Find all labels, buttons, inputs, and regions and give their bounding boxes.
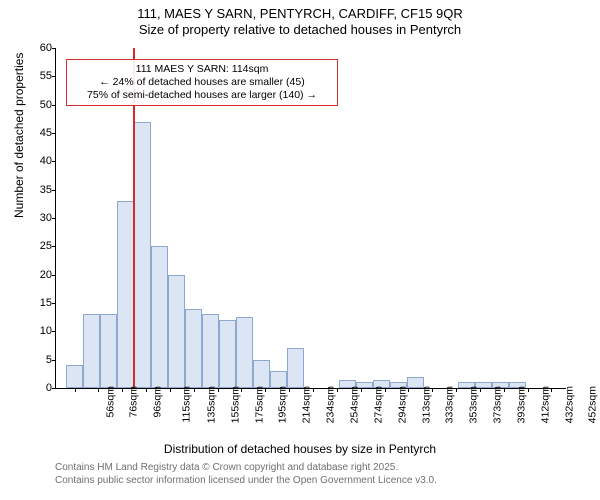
- title-line2: Size of property relative to detached ho…: [0, 22, 600, 38]
- x-tick-mark: [528, 388, 529, 392]
- y-tick-label: 15: [24, 297, 52, 309]
- x-tick-label: 393sqm: [515, 386, 527, 423]
- histogram-bar: [219, 320, 236, 388]
- x-tick-label: 274sqm: [372, 386, 384, 423]
- y-tick-mark: [52, 105, 56, 106]
- y-tick-label: 35: [24, 184, 52, 196]
- y-tick-mark: [52, 48, 56, 49]
- y-tick-label: 5: [24, 354, 52, 366]
- x-tick-mark: [289, 388, 290, 392]
- histogram-bar: [134, 122, 151, 388]
- x-tick-mark: [480, 388, 481, 392]
- x-tick-label: 175sqm: [253, 386, 265, 423]
- x-tick-label: 294sqm: [396, 386, 408, 423]
- x-tick-mark: [313, 388, 314, 392]
- x-tick-mark: [361, 388, 362, 392]
- annotation-line2: ← 24% of detached houses are smaller (45…: [73, 76, 331, 89]
- x-tick-label: 353sqm: [468, 386, 480, 423]
- x-tick-mark: [241, 388, 242, 392]
- y-tick-label: 45: [24, 127, 52, 139]
- title-block: 111, MAES Y SARN, PENTYRCH, CARDIFF, CF1…: [0, 0, 600, 39]
- x-tick-mark: [456, 388, 457, 392]
- x-tick-mark: [122, 388, 123, 392]
- x-tick-mark: [170, 388, 171, 392]
- x-tick-label: 313sqm: [420, 386, 432, 423]
- x-tick-label: 412sqm: [539, 386, 551, 423]
- x-tick-label: 56sqm: [104, 386, 116, 418]
- y-tick-label: 50: [24, 99, 52, 111]
- y-tick-label: 40: [24, 155, 52, 167]
- x-tick-label: 135sqm: [205, 386, 217, 423]
- x-axis-label: Distribution of detached houses by size …: [0, 442, 600, 456]
- x-tick-mark: [98, 388, 99, 392]
- annotation-box: 111 MAES Y SARN: 114sqm← 24% of detached…: [66, 59, 338, 106]
- histogram-bar: [168, 275, 185, 388]
- histogram-bar: [66, 365, 83, 388]
- histogram-bar: [117, 201, 134, 388]
- y-tick-label: 60: [24, 42, 52, 54]
- y-tick-label: 20: [24, 269, 52, 281]
- y-tick-mark: [52, 360, 56, 361]
- chart-area: 05101520253035404550556056sqm76sqm96sqm1…: [55, 48, 565, 388]
- footer-line1: Contains HM Land Registry data © Crown c…: [55, 462, 437, 475]
- y-tick-label: 25: [24, 240, 52, 252]
- histogram-bar: [83, 314, 100, 388]
- y-tick-label: 0: [24, 382, 52, 394]
- y-tick-mark: [52, 246, 56, 247]
- x-tick-mark: [265, 388, 266, 392]
- x-tick-mark: [337, 388, 338, 392]
- histogram-bar: [287, 348, 304, 388]
- x-tick-label: 96sqm: [152, 386, 164, 418]
- x-tick-mark: [194, 388, 195, 392]
- y-tick-label: 55: [24, 70, 52, 82]
- y-tick-mark: [52, 303, 56, 304]
- histogram-bar: [253, 360, 270, 388]
- annotation-line1: 111 MAES Y SARN: 114sqm: [73, 63, 331, 76]
- plot-region: 05101520253035404550556056sqm76sqm96sqm1…: [55, 48, 566, 389]
- x-tick-mark: [75, 388, 76, 392]
- x-tick-mark: [146, 388, 147, 392]
- histogram-bar: [236, 317, 253, 388]
- y-tick-mark: [52, 331, 56, 332]
- x-tick-mark: [432, 388, 433, 392]
- x-tick-mark: [504, 388, 505, 392]
- x-tick-label: 452sqm: [587, 386, 599, 423]
- y-tick-label: 30: [24, 212, 52, 224]
- y-tick-mark: [52, 275, 56, 276]
- y-tick-mark: [52, 388, 56, 389]
- x-tick-mark: [218, 388, 219, 392]
- histogram-bar: [151, 246, 168, 388]
- y-tick-mark: [52, 190, 56, 191]
- y-tick-label: 10: [24, 325, 52, 337]
- x-tick-label: 76sqm: [128, 386, 140, 418]
- x-tick-label: 115sqm: [181, 386, 193, 423]
- y-tick-mark: [52, 161, 56, 162]
- histogram-bar: [202, 314, 219, 388]
- x-tick-label: 373sqm: [491, 386, 503, 423]
- footer-line2: Contains public sector information licen…: [55, 475, 437, 488]
- chart-container: 111, MAES Y SARN, PENTYRCH, CARDIFF, CF1…: [0, 0, 600, 500]
- x-tick-label: 432sqm: [563, 386, 575, 423]
- x-tick-label: 214sqm: [301, 386, 313, 423]
- x-tick-label: 195sqm: [277, 386, 289, 423]
- histogram-bar: [185, 309, 202, 388]
- y-tick-mark: [52, 218, 56, 219]
- x-tick-label: 234sqm: [325, 386, 337, 423]
- x-tick-label: 333sqm: [444, 386, 456, 423]
- annotation-line3: 75% of semi-detached houses are larger (…: [73, 89, 331, 102]
- footer-attribution: Contains HM Land Registry data © Crown c…: [55, 462, 437, 487]
- histogram-bar: [100, 314, 117, 388]
- title-line1: 111, MAES Y SARN, PENTYRCH, CARDIFF, CF1…: [0, 6, 600, 22]
- x-tick-label: 155sqm: [229, 386, 241, 423]
- y-tick-mark: [52, 133, 56, 134]
- y-tick-mark: [52, 76, 56, 77]
- x-tick-mark: [408, 388, 409, 392]
- x-tick-mark: [551, 388, 552, 392]
- x-tick-label: 254sqm: [348, 386, 360, 423]
- x-tick-mark: [385, 388, 386, 392]
